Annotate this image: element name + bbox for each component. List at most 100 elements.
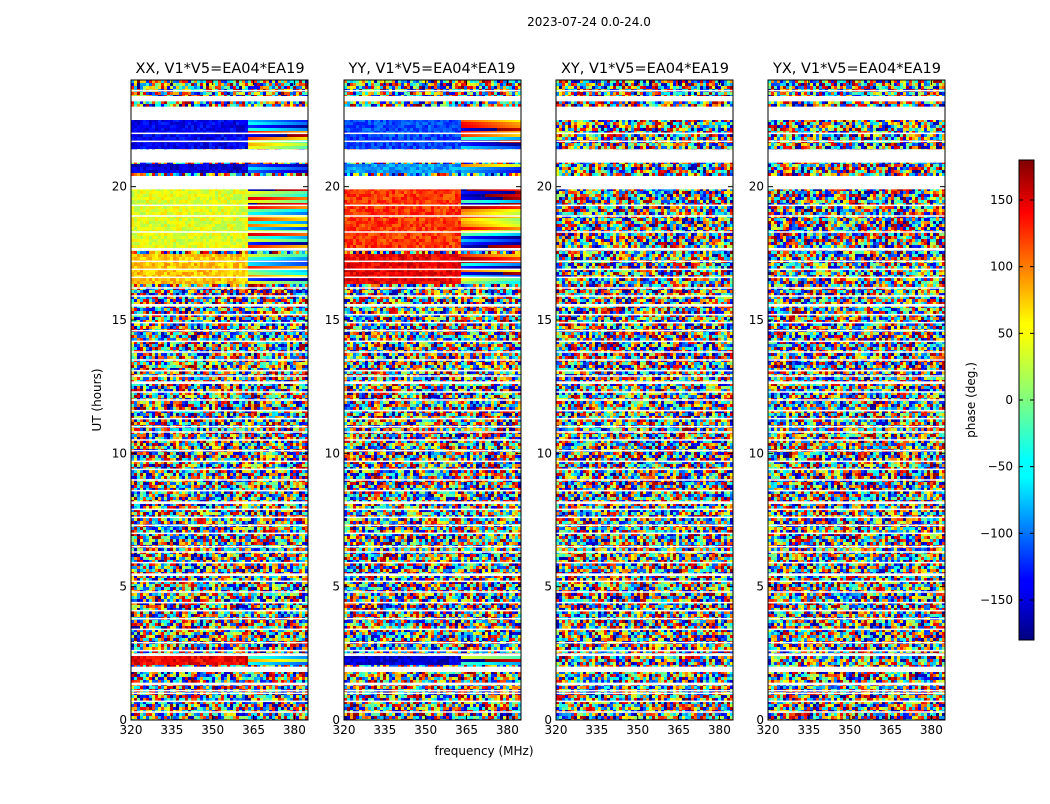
- flag-gap: [556, 573, 733, 576]
- flag-gap: [131, 653, 308, 656]
- panel-title-xy: XY, V1*V5=EA04*EA19: [561, 61, 729, 77]
- flag-line: [768, 359, 945, 361]
- flag-line: [556, 468, 733, 471]
- y-axis-label: UT (hours): [90, 368, 104, 431]
- x-tick-label: 365: [242, 723, 265, 737]
- flag-line: [556, 260, 733, 263]
- flag-line: [556, 617, 733, 620]
- flag-line: [131, 601, 308, 604]
- colorbar-tick-label: −100: [980, 526, 1013, 540]
- colorbar-tick-label: 50: [998, 326, 1013, 340]
- flag-line: [768, 689, 945, 692]
- flag-line: [131, 689, 308, 692]
- x-tick-label: 380: [283, 723, 306, 737]
- flag-line: [344, 628, 521, 631]
- flag-gap: [131, 106, 308, 120]
- flag-gap: [768, 381, 945, 384]
- flag-line: [556, 351, 733, 353]
- flag-line: [768, 425, 945, 428]
- flag-line: [344, 340, 521, 343]
- x-tick-label: 365: [879, 723, 902, 737]
- flag-line: [556, 276, 733, 279]
- flag-line: [556, 689, 733, 692]
- panel-title-xx: XX, V1*V5=EA04*EA19: [135, 61, 304, 77]
- flag-line: [556, 399, 733, 401]
- x-tick-label: 365: [455, 723, 478, 737]
- flag-line: [131, 321, 308, 324]
- flag-line: [556, 89, 733, 92]
- flag-line: [344, 551, 521, 553]
- flag-line: [131, 399, 308, 401]
- y-tick-label: 20: [537, 180, 552, 194]
- flag-line: [131, 580, 308, 583]
- flag-line: [768, 391, 945, 393]
- flag-line: [131, 460, 308, 463]
- flag-gap: [768, 682, 945, 686]
- flag-line: [344, 692, 521, 695]
- flag-line: [768, 268, 945, 271]
- flag-line: [344, 508, 521, 511]
- flag-line: [131, 516, 308, 519]
- flag-line: [131, 628, 308, 631]
- flag-gap: [768, 149, 945, 163]
- flag-gap: [344, 248, 521, 251]
- flag-gap: [768, 176, 945, 190]
- flag-line: [344, 591, 521, 593]
- flag-line: [768, 601, 945, 604]
- flag-line: [556, 321, 733, 324]
- flag-line: [131, 609, 308, 612]
- flag-line: [344, 140, 521, 143]
- flag-gap: [768, 573, 945, 576]
- flag-line: [768, 545, 945, 548]
- flag-gap: [556, 149, 733, 163]
- flag-line: [131, 489, 308, 492]
- flag-line: [344, 359, 521, 361]
- flag-line: [131, 313, 308, 316]
- flag-line: [768, 591, 945, 593]
- flag-line: [556, 359, 733, 361]
- flag-line: [768, 276, 945, 279]
- figure-title: 2023-07-24 0.0-24.0: [527, 15, 651, 29]
- y-tick-label: 15: [325, 313, 340, 327]
- flag-line: [556, 700, 733, 703]
- x-tick-label: 335: [160, 723, 183, 737]
- flag-line: [768, 417, 945, 420]
- flag-line: [556, 295, 733, 297]
- flag-line: [131, 329, 308, 332]
- flag-line: [344, 369, 521, 372]
- flag-gap: [344, 666, 521, 672]
- y-tick-label: 5: [332, 580, 340, 594]
- flag-gap: [344, 96, 521, 102]
- flag-line: [131, 391, 308, 393]
- panel-yy: 320 335 350 365 380 0 5 10 15 20: [325, 79, 522, 737]
- flag-line: [344, 468, 521, 471]
- colorbar-tick-label: 100: [990, 260, 1013, 274]
- flag-line: [768, 561, 945, 564]
- flag-line: [131, 551, 308, 553]
- flag-line: [131, 369, 308, 372]
- flag-gap: [556, 653, 733, 656]
- x-tick-label: 320: [757, 723, 780, 737]
- y-tick-label: 10: [537, 446, 552, 460]
- flag-gap: [556, 666, 733, 672]
- flag-line: [556, 140, 733, 143]
- flag-gap: [131, 666, 308, 672]
- flag-line: [344, 479, 521, 481]
- flag-line: [768, 711, 945, 713]
- flag-gap: [556, 304, 733, 307]
- flag-line: [131, 140, 308, 143]
- flag-line: [344, 617, 521, 620]
- flag-line: [344, 231, 521, 233]
- flag-line: [344, 260, 521, 263]
- flag-line: [344, 580, 521, 583]
- flag-gap: [344, 149, 521, 163]
- flag-line: [768, 524, 945, 527]
- flag-line: [131, 215, 308, 217]
- flag-line: [344, 649, 521, 652]
- colorbar-tick-label: 0: [1005, 393, 1013, 407]
- flag-line: [344, 409, 521, 412]
- flag-line: [131, 231, 308, 233]
- flag-line: [556, 628, 733, 631]
- y-tick-label: 5: [756, 580, 764, 594]
